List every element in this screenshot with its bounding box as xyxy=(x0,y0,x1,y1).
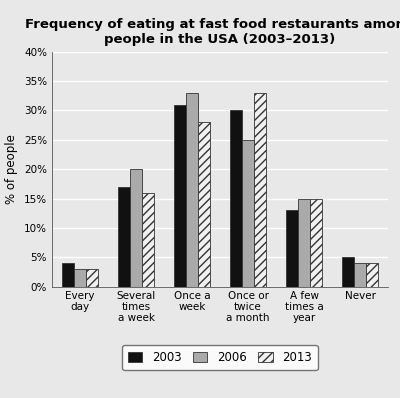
Bar xyxy=(186,93,198,287)
Bar xyxy=(354,263,366,287)
Bar xyxy=(254,93,266,287)
Bar xyxy=(342,257,354,287)
Legend: 2003, 2006, 2013: 2003, 2006, 2013 xyxy=(122,345,318,370)
Y-axis label: % of people: % of people xyxy=(6,134,18,204)
Bar xyxy=(298,199,310,287)
Bar xyxy=(62,263,74,287)
Bar xyxy=(310,199,322,287)
Bar xyxy=(86,269,98,287)
Bar xyxy=(174,105,186,287)
Bar xyxy=(142,193,154,287)
Bar xyxy=(230,110,242,287)
Bar xyxy=(286,210,298,287)
Title: Frequency of eating at fast food restaurants among
people in the USA (2003–2013): Frequency of eating at fast food restaur… xyxy=(25,18,400,47)
Bar xyxy=(366,263,378,287)
Bar xyxy=(74,269,86,287)
Bar xyxy=(130,169,142,287)
Bar xyxy=(242,140,254,287)
Bar xyxy=(118,187,130,287)
Bar xyxy=(198,122,210,287)
